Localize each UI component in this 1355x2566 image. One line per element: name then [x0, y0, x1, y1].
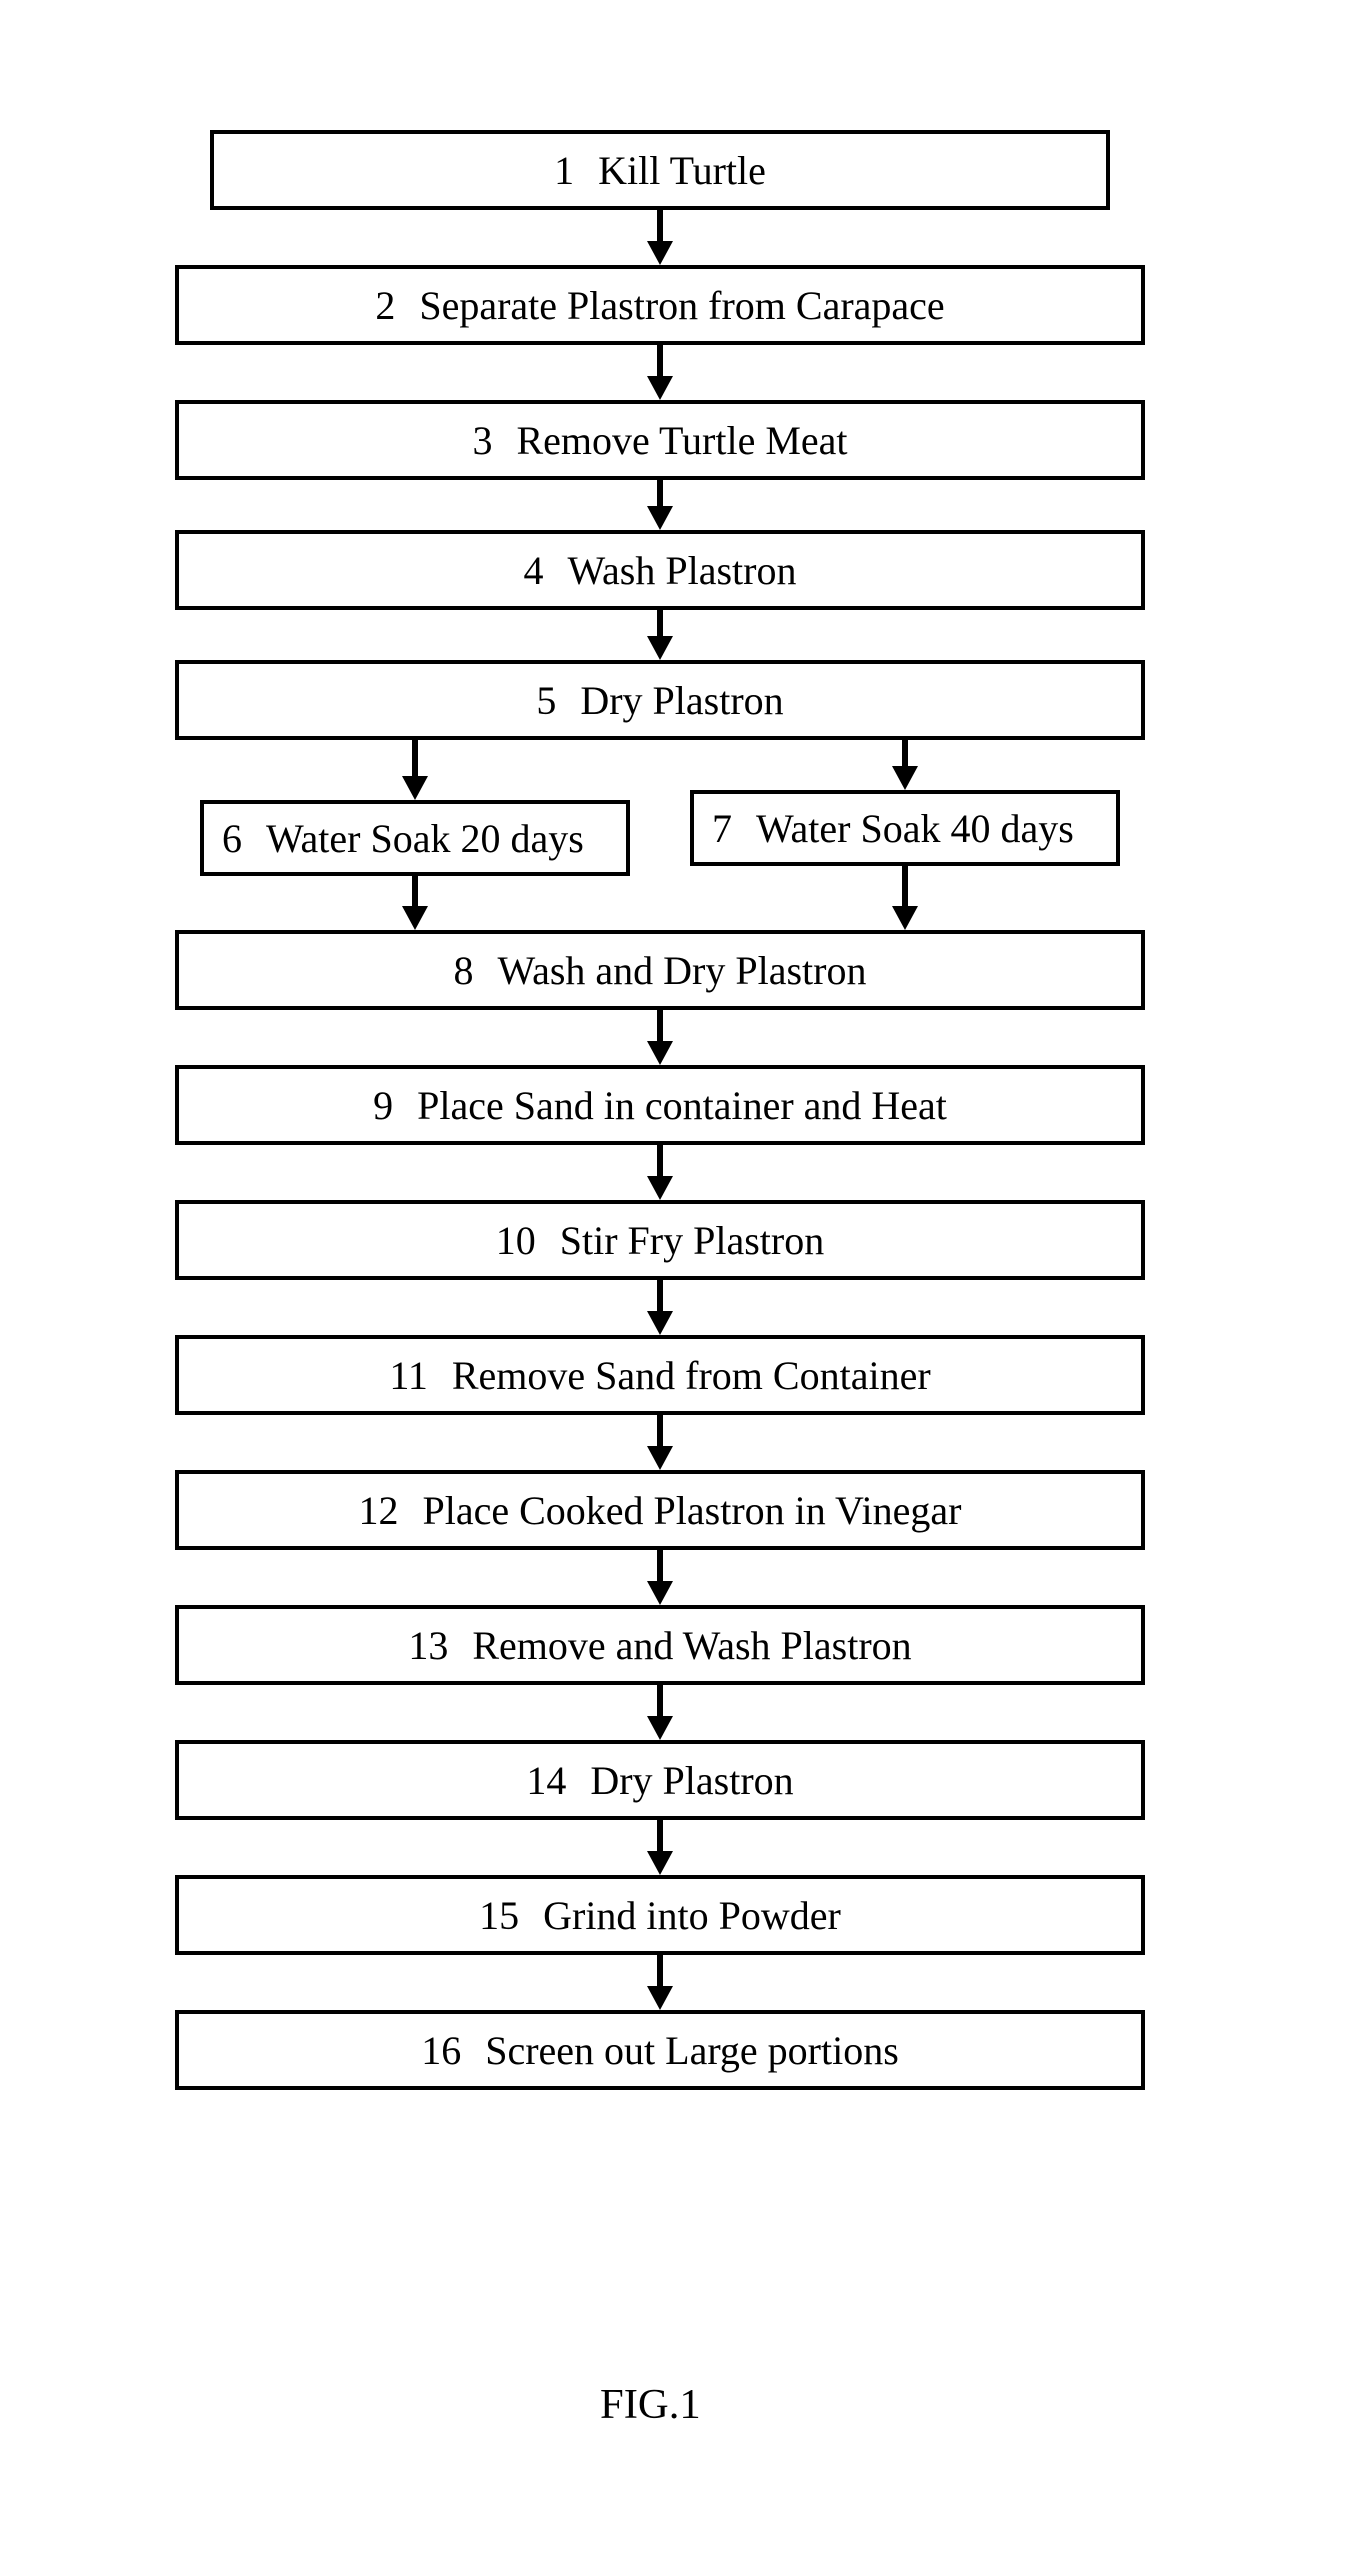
flow-node-n1: 1 Kill Turtle: [210, 130, 1110, 210]
flowchart-container: 1 Kill Turtle 2 Separate Plastron from Cara…: [0, 0, 1355, 2566]
flow-node-label: Wash Plastron: [568, 547, 797, 594]
flow-arrow: [634, 1820, 686, 1875]
flow-arrow: [634, 1415, 686, 1470]
flow-node-number: 8: [454, 947, 474, 994]
flow-node-n11: 11 Remove Sand from Container: [175, 1335, 1145, 1415]
flow-node-label: Place Cooked Plastron in Vinegar: [423, 1487, 962, 1534]
flow-node-label: Wash and Dry Plastron: [498, 947, 867, 994]
flow-arrow: [389, 876, 441, 930]
flow-node-number: 13: [408, 1622, 448, 1669]
figure-caption: FIG.1: [600, 2380, 701, 2429]
flow-node-number: 9: [373, 1082, 393, 1129]
flow-node-label: Water Soak 20 days: [266, 815, 584, 862]
flow-arrow: [634, 345, 686, 400]
flow-node-number: 12: [359, 1487, 399, 1534]
flow-node-number: 1: [554, 147, 574, 194]
flow-node-number: 3: [472, 417, 492, 464]
flow-node-n10: 10 Stir Fry Plastron: [175, 1200, 1145, 1280]
flow-node-label: Screen out Large portions: [485, 2027, 899, 2074]
flow-node-number: 16: [421, 2027, 461, 2074]
flow-node-n14: 14 Dry Plastron: [175, 1740, 1145, 1820]
flow-node-label: Place Sand in container and Heat: [417, 1082, 947, 1129]
flow-node-n16: 16 Screen out Large portions: [175, 2010, 1145, 2090]
flow-arrow: [634, 1685, 686, 1740]
flow-node-label: Remove and Wash Plastron: [472, 1622, 911, 1669]
flow-arrow: [874, 740, 931, 790]
flow-node-number: 2: [375, 282, 395, 329]
flow-node-label: Remove Sand from Container: [452, 1352, 931, 1399]
flow-node-number: 4: [524, 547, 544, 594]
flow-node-number: 15: [479, 1892, 519, 1939]
flow-node-n2: 2 Separate Plastron from Carapace: [175, 265, 1145, 345]
flow-arrow: [634, 1955, 686, 2010]
flow-node-label: Water Soak 40 days: [756, 805, 1074, 852]
flow-node-n6: 6 Water Soak 20 days: [200, 800, 630, 876]
flow-node-number: 6: [222, 815, 242, 862]
flow-node-n13: 13 Remove and Wash Plastron: [175, 1605, 1145, 1685]
flow-node-n5: 5 Dry Plastron: [175, 660, 1145, 740]
flow-node-label: Separate Plastron from Carapace: [419, 282, 944, 329]
flow-node-number: 7: [712, 805, 732, 852]
flow-node-n9: 9 Place Sand in container and Heat: [175, 1065, 1145, 1145]
flow-node-number: 5: [536, 677, 556, 724]
flow-arrow: [389, 740, 446, 800]
flow-node-label: Kill Turtle: [598, 147, 766, 194]
flow-node-number: 10: [496, 1217, 536, 1264]
flow-node-n15: 15 Grind into Powder: [175, 1875, 1145, 1955]
flow-arrow: [634, 210, 686, 265]
flow-node-label: Dry Plastron: [580, 677, 783, 724]
flow-node-label: Dry Plastron: [590, 1757, 793, 1804]
flow-node-label: Grind into Powder: [543, 1892, 841, 1939]
flow-node-label: Remove Turtle Meat: [516, 417, 847, 464]
flow-node-number: 14: [526, 1757, 566, 1804]
flow-arrow: [634, 610, 686, 660]
flow-node-number: 11: [389, 1352, 428, 1399]
flow-arrow: [634, 1280, 686, 1335]
flow-node-n12: 12 Place Cooked Plastron in Vinegar: [175, 1470, 1145, 1550]
flow-arrow: [879, 866, 931, 930]
flow-node-n7: 7 Water Soak 40 days: [690, 790, 1120, 866]
flow-node-n4: 4 Wash Plastron: [175, 530, 1145, 610]
flow-node-n3: 3 Remove Turtle Meat: [175, 400, 1145, 480]
flow-arrow: [634, 1010, 686, 1065]
flow-node-n8: 8 Wash and Dry Plastron: [175, 930, 1145, 1010]
flow-arrow: [634, 1145, 686, 1200]
flow-node-label: Stir Fry Plastron: [560, 1217, 824, 1264]
flow-arrow: [634, 480, 686, 530]
flow-arrow: [634, 1550, 686, 1605]
